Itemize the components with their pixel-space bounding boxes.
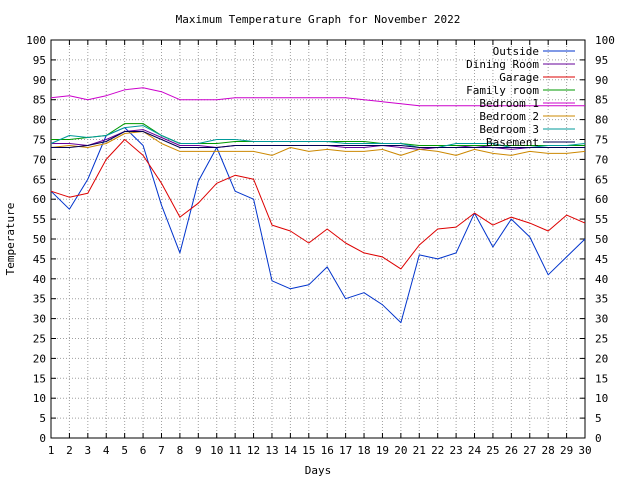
y-tick-label-right: 55 <box>595 213 608 226</box>
y-tick-label: 60 <box>33 193 46 206</box>
legend-label-bedroom-2: Bedroom 2 <box>479 110 539 123</box>
y-tick-label: 40 <box>33 273 46 286</box>
series-line-bedroom-1 <box>50 87 585 107</box>
y-tick-label: 15 <box>33 372 46 385</box>
y-tick-label: 35 <box>33 293 46 306</box>
y-tick-label-right: 35 <box>595 293 608 306</box>
x-tick-label: 1 <box>48 444 55 457</box>
x-tick-label: 24 <box>468 444 482 457</box>
x-tick-label: 17 <box>339 444 352 457</box>
y-tick-label: 80 <box>33 114 46 127</box>
x-tick-label: 27 <box>523 444 536 457</box>
x-tick-label: 25 <box>486 444 499 457</box>
x-tick-label: 26 <box>505 444 518 457</box>
x-tick-label: 19 <box>376 444 389 457</box>
legend-label-basement: Basement <box>486 136 539 149</box>
series-line-outside <box>50 127 586 324</box>
x-tick-label: 11 <box>229 444 242 457</box>
x-tick-label: 23 <box>449 444 462 457</box>
x-axis-label: Days <box>305 464 332 477</box>
x-tick-label: 15 <box>302 444 315 457</box>
x-tick-label: 21 <box>413 444 426 457</box>
y-tick-label-right: 45 <box>595 253 608 266</box>
y-tick-label-right: 15 <box>595 372 608 385</box>
y-tick-label-right: 20 <box>595 352 608 365</box>
x-tick-label: 30 <box>578 444 591 457</box>
x-tick-label: 29 <box>560 444 573 457</box>
y-tick-label: 85 <box>33 94 46 107</box>
legend-label-outside: Outside <box>493 45 539 58</box>
y-tick-label: 30 <box>33 313 46 326</box>
legend-label-bedroom-3: Bedroom 3 <box>479 123 539 136</box>
series-lines <box>50 87 586 324</box>
x-tick-label: 10 <box>210 444 223 457</box>
y-tick-label-right: 90 <box>595 74 608 87</box>
y-tick-label: 65 <box>33 173 46 186</box>
y-tick-label-right: 70 <box>595 153 608 166</box>
y-tick-label-right: 0 <box>595 432 602 445</box>
x-tick-label: 2 <box>66 444 73 457</box>
series-line-garage <box>50 139 586 270</box>
chart-title: Maximum Temperature Graph for November 2… <box>176 13 461 26</box>
y-axis-label: Temperature <box>4 203 17 276</box>
y-tick-label-right: 5 <box>595 412 602 425</box>
x-tick-label: 22 <box>431 444 444 457</box>
x-tick-label: 16 <box>321 444 334 457</box>
legend-label-garage: Garage <box>499 71 539 84</box>
series-line-basement <box>51 131 585 148</box>
y-tick-label-right: 40 <box>595 273 608 286</box>
y-tick-label: 10 <box>33 392 46 405</box>
x-tick-label: 20 <box>394 444 407 457</box>
x-tick-label: 14 <box>284 444 298 457</box>
y-tick-label-right: 10 <box>595 392 608 405</box>
y-tick-label-right: 60 <box>595 193 608 206</box>
x-tick-label: 6 <box>140 444 147 457</box>
x-tick-label: 12 <box>247 444 260 457</box>
series-line-bedroom-3 <box>50 125 586 148</box>
x-tick-label: 9 <box>195 444 202 457</box>
y-tick-label: 75 <box>33 134 46 147</box>
legend-label-bedroom-1: Bedroom 1 <box>479 97 539 110</box>
x-tick-label: 18 <box>357 444 370 457</box>
y-tick-label-right: 95 <box>595 54 608 67</box>
y-tick-label-right: 30 <box>595 313 608 326</box>
axis-ticks: 1 2 3 4 5 6 7 8 9 10 11 12 13 14 15 16 17 18 19 20 21 22 23 24 2… <box>26 34 615 457</box>
y-tick-label: 90 <box>33 74 46 87</box>
x-tick-label: 7 <box>158 444 165 457</box>
y-tick-label: 55 <box>33 213 46 226</box>
legend-label-dining-room: Dining Room <box>466 58 539 71</box>
y-tick-label-right: 80 <box>595 114 608 127</box>
x-tick-label: 8 <box>177 444 184 457</box>
y-tick-label: 45 <box>33 253 46 266</box>
y-tick-label-right: 75 <box>595 134 608 147</box>
x-tick-label: 4 <box>103 444 110 457</box>
legend-label-family-room: Family room <box>466 84 539 97</box>
x-tick-label: 28 <box>542 444 555 457</box>
x-tick-label: 13 <box>265 444 278 457</box>
grid-lines <box>51 40 585 438</box>
y-tick-label-right: 50 <box>595 233 608 246</box>
y-tick-label: 0 <box>39 432 46 445</box>
y-tick-label: 70 <box>33 153 46 166</box>
y-tick-label-right: 65 <box>595 173 608 186</box>
x-tick-label: 5 <box>121 444 128 457</box>
y-tick-label: 50 <box>33 233 46 246</box>
y-tick-label: 5 <box>39 412 46 425</box>
y-tick-label: 95 <box>33 54 46 67</box>
y-tick-label: 100 <box>26 34 46 47</box>
y-tick-label-right: 100 <box>595 34 615 47</box>
y-tick-label-right: 85 <box>595 94 608 107</box>
x-tick-label: 3 <box>85 444 92 457</box>
y-tick-label: 25 <box>33 333 46 346</box>
y-tick-label: 20 <box>33 352 46 365</box>
y-tick-label-right: 25 <box>595 333 608 346</box>
